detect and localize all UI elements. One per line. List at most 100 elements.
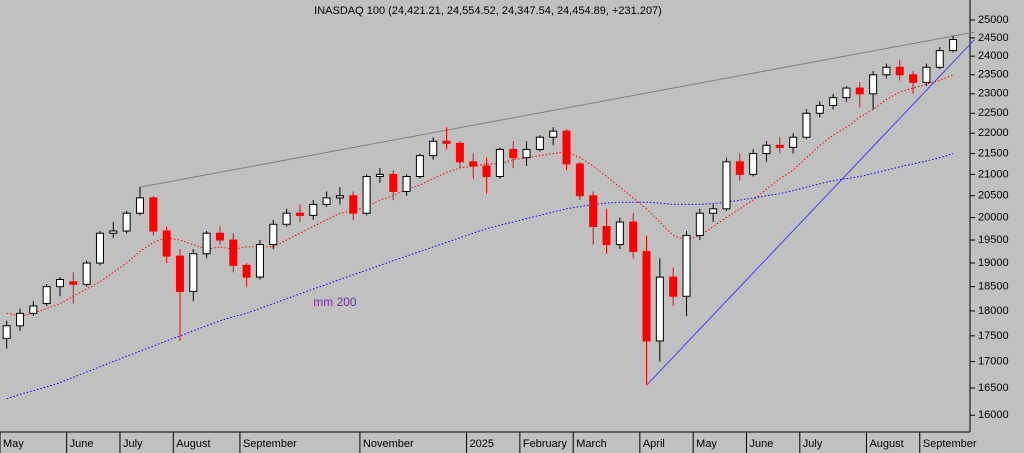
candle-body	[655, 276, 664, 342]
y-tick-label: 25000	[978, 14, 1009, 26]
candle-body	[322, 197, 331, 205]
candle-body	[935, 50, 944, 68]
candle-body	[349, 195, 358, 214]
candle-body	[869, 74, 878, 95]
x-tick-label: March	[576, 438, 607, 450]
candle-body	[695, 212, 704, 236]
trend-line	[646, 39, 975, 386]
candle-body	[629, 221, 638, 252]
y-tick-label: 20000	[978, 212, 1009, 224]
line-label: mm 200	[313, 295, 357, 309]
y-tick-label: 16000	[978, 409, 1009, 421]
candle-body	[95, 232, 104, 264]
candle-body	[442, 140, 451, 144]
candle-body	[855, 87, 864, 95]
candle-body	[109, 230, 118, 234]
candle-body	[682, 234, 691, 297]
y-tick-label: 20500	[978, 190, 1009, 202]
x-tick-label: September	[923, 438, 977, 450]
candle-body	[189, 253, 198, 292]
candle-body	[242, 264, 251, 278]
candle-body	[802, 112, 811, 138]
y-tick-label: 17000	[978, 355, 1009, 367]
candle-body	[709, 208, 718, 214]
candle-body	[762, 144, 771, 155]
x-tick-label: February	[523, 438, 568, 450]
candle-body	[455, 142, 464, 163]
candle-body	[82, 262, 91, 285]
candle-body	[175, 255, 184, 292]
y-tick-label: 19500	[978, 234, 1009, 246]
y-tick-label: 24500	[978, 32, 1009, 44]
candle-body	[735, 161, 744, 175]
candle-body	[255, 244, 264, 278]
candle-body	[402, 175, 411, 192]
candle-body	[162, 230, 171, 257]
y-tick-label: 18000	[978, 305, 1009, 317]
candle-body	[29, 305, 38, 314]
x-tick-label: July	[803, 438, 823, 450]
candle-body	[749, 153, 758, 175]
candle-body	[842, 87, 851, 99]
candle-body	[522, 148, 531, 159]
x-tick-label: April	[643, 438, 665, 450]
candle-body	[469, 161, 478, 167]
y-tick-label: 19000	[978, 257, 1009, 269]
candle-body	[335, 195, 344, 199]
candle-body	[122, 212, 131, 232]
x-tick-label: July	[123, 438, 143, 450]
x-tick-label: 2025	[470, 438, 494, 450]
candle-body	[69, 281, 78, 285]
candle-body	[2, 325, 11, 339]
candle-body	[389, 173, 398, 192]
x-tick-label: August	[176, 438, 210, 450]
candle-body	[615, 221, 624, 246]
candle-body	[722, 161, 731, 210]
x-tick-label: May	[696, 438, 717, 450]
y-tick-label: 24000	[978, 50, 1009, 62]
candle-body	[909, 74, 918, 83]
y-tick-label: 17500	[978, 330, 1009, 342]
x-tick-label: June	[749, 438, 773, 450]
candle-body	[815, 104, 824, 114]
chart-title: INASDAQ 100 (24,421.21, 24,554.52, 24,34…	[314, 5, 662, 17]
y-tick-label: 23000	[978, 88, 1009, 100]
candle-body	[482, 165, 491, 177]
y-tick-label: 22000	[978, 127, 1009, 139]
candle-body	[882, 66, 891, 76]
candle-body	[562, 130, 571, 165]
candle-body	[309, 203, 318, 216]
y-tick-label: 18500	[978, 281, 1009, 293]
candle-body	[42, 286, 51, 305]
x-tick-label: September	[243, 438, 297, 450]
candle-body	[282, 212, 291, 225]
x-tick-label: November	[363, 438, 414, 450]
candle-body	[549, 130, 558, 138]
y-tick-label: 16500	[978, 382, 1009, 394]
candle-body	[669, 276, 678, 297]
y-tick-label: 21000	[978, 168, 1009, 180]
trend-line	[139, 31, 975, 188]
candle-body	[135, 197, 144, 214]
candle-body	[589, 195, 598, 228]
candle-body	[295, 212, 304, 216]
x-tick-label: June	[70, 438, 94, 450]
candle-body	[215, 232, 224, 241]
candle-body	[229, 239, 238, 266]
candle-body	[202, 232, 211, 255]
x-tick-label: August	[869, 438, 903, 450]
x-tick-label: May	[3, 438, 24, 450]
candle-body	[269, 223, 278, 246]
candle-body	[495, 148, 504, 177]
candle-body	[922, 66, 931, 83]
candle-body	[775, 144, 784, 148]
candle-body	[509, 148, 518, 159]
candle-body	[829, 97, 838, 106]
candle-body	[789, 136, 798, 148]
candle-body	[575, 163, 584, 197]
candle-body	[375, 173, 384, 177]
candle-body	[949, 38, 958, 52]
candle-body	[429, 140, 438, 157]
